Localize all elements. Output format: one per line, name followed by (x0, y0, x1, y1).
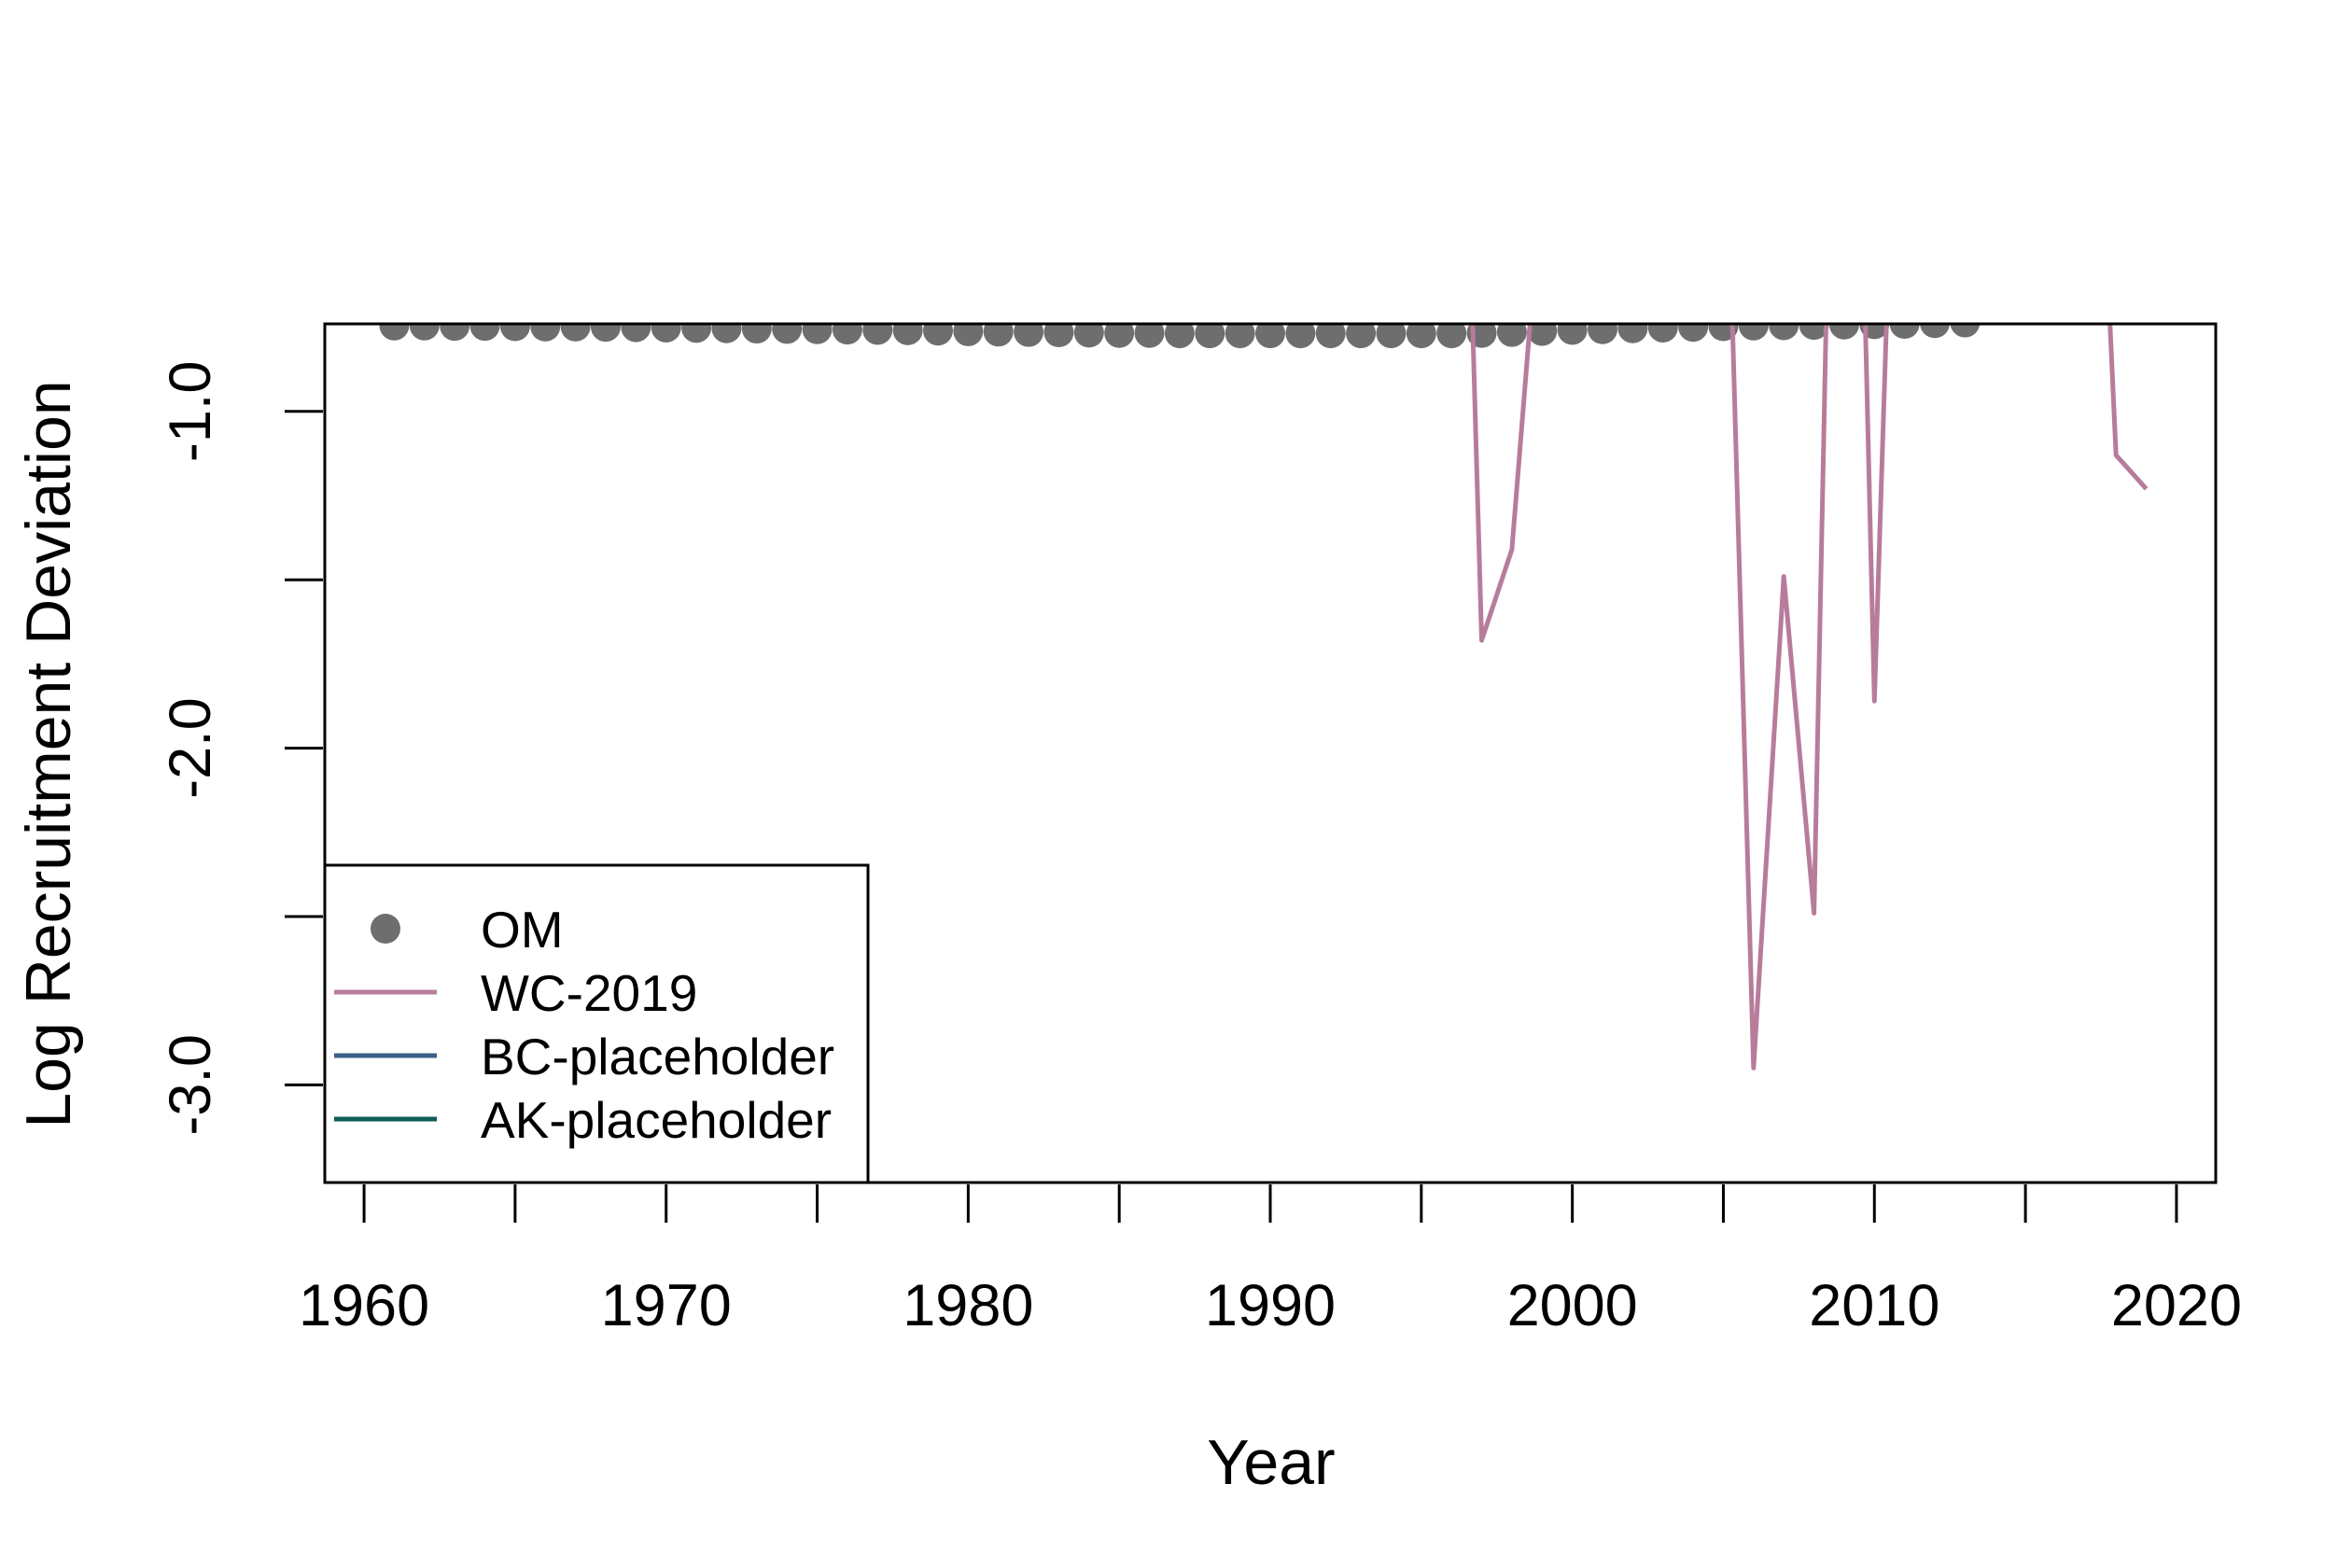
om-point (1255, 324, 1285, 349)
om-point (1617, 324, 1648, 343)
om-point (1285, 324, 1316, 349)
om-point (1496, 324, 1527, 347)
om-point (1889, 324, 1920, 339)
om-point (1195, 324, 1225, 349)
om-point (409, 324, 440, 341)
x-tick-label: 2020 (2111, 1273, 2242, 1338)
om-point (1828, 324, 1859, 340)
om-point (1647, 324, 1678, 343)
om-point (1315, 324, 1346, 349)
om-point (802, 324, 833, 344)
om-point (440, 324, 470, 342)
wc-2019-line (2107, 324, 2149, 491)
x-tick-label: 1990 (1205, 1273, 1336, 1338)
om-point (1769, 324, 1799, 341)
om-point (1104, 324, 1135, 348)
x-tick-label: 1960 (299, 1273, 429, 1338)
om-point (711, 324, 742, 343)
om-point (1950, 324, 1981, 338)
om-point (1406, 324, 1436, 349)
om-point (1738, 324, 1769, 341)
legend-label: WC-2019 (481, 964, 697, 1022)
om-point (1073, 324, 1104, 348)
om-point (983, 324, 1014, 347)
om-point (1436, 324, 1467, 349)
om-point (1134, 324, 1165, 348)
wc-2019-line (1729, 324, 1828, 1071)
x-tick-label: 2000 (1507, 1273, 1638, 1338)
wc-2019-line (1863, 324, 1889, 704)
om-point (1920, 324, 1950, 339)
y-tick-label: -2.0 (158, 697, 223, 799)
om-point (1014, 324, 1044, 347)
plot-area-frame (323, 322, 2218, 1184)
om-point (499, 324, 530, 342)
om-point (590, 324, 621, 343)
om-point (1043, 324, 1074, 348)
om-point (621, 324, 651, 343)
x-axis: 1960 1970 1980 1990 2000 2010 2020 (299, 1184, 2242, 1338)
om-point (1527, 324, 1558, 346)
y-tick-label: -3.0 (158, 1034, 223, 1136)
om-point (1588, 324, 1618, 344)
legend-label: AK-placeholder (481, 1091, 832, 1149)
y-axis-title: Log Recruitment Deviation (13, 380, 84, 1127)
om-point (832, 324, 862, 345)
om-point (560, 324, 591, 342)
om-point (469, 324, 500, 342)
om-point (1799, 324, 1829, 341)
x-tick-label: 2010 (1809, 1273, 1939, 1338)
om-point (1346, 324, 1377, 349)
y-axis: -1.0 -2.0 -3.0 (158, 361, 323, 1136)
om-point (1225, 324, 1255, 349)
om-point (651, 324, 681, 343)
x-tick-label: 1980 (903, 1273, 1033, 1338)
om-point (530, 324, 561, 342)
series-lines (1470, 324, 2149, 1071)
om-point (741, 324, 772, 344)
wc-2019-line (1470, 324, 1533, 643)
legend-box (323, 863, 870, 1184)
om-point (681, 324, 712, 343)
y-tick-label: -1.0 (158, 361, 223, 463)
om-point (862, 324, 893, 345)
legend-label: BC-placeholder (481, 1028, 834, 1085)
om-point (922, 324, 953, 346)
om-point (1557, 324, 1588, 345)
x-axis-title: Year (1207, 1427, 1335, 1498)
x-tick-label: 1970 (601, 1273, 732, 1338)
om-points (379, 324, 1981, 349)
om-point (1678, 324, 1709, 343)
om-point (379, 324, 410, 341)
om-point (892, 324, 923, 345)
legend-marker-om (371, 914, 400, 944)
om-point (1164, 324, 1195, 349)
legend-label: OM (481, 901, 564, 959)
om-point (772, 324, 803, 344)
om-point (953, 324, 984, 346)
om-point (1376, 324, 1407, 349)
